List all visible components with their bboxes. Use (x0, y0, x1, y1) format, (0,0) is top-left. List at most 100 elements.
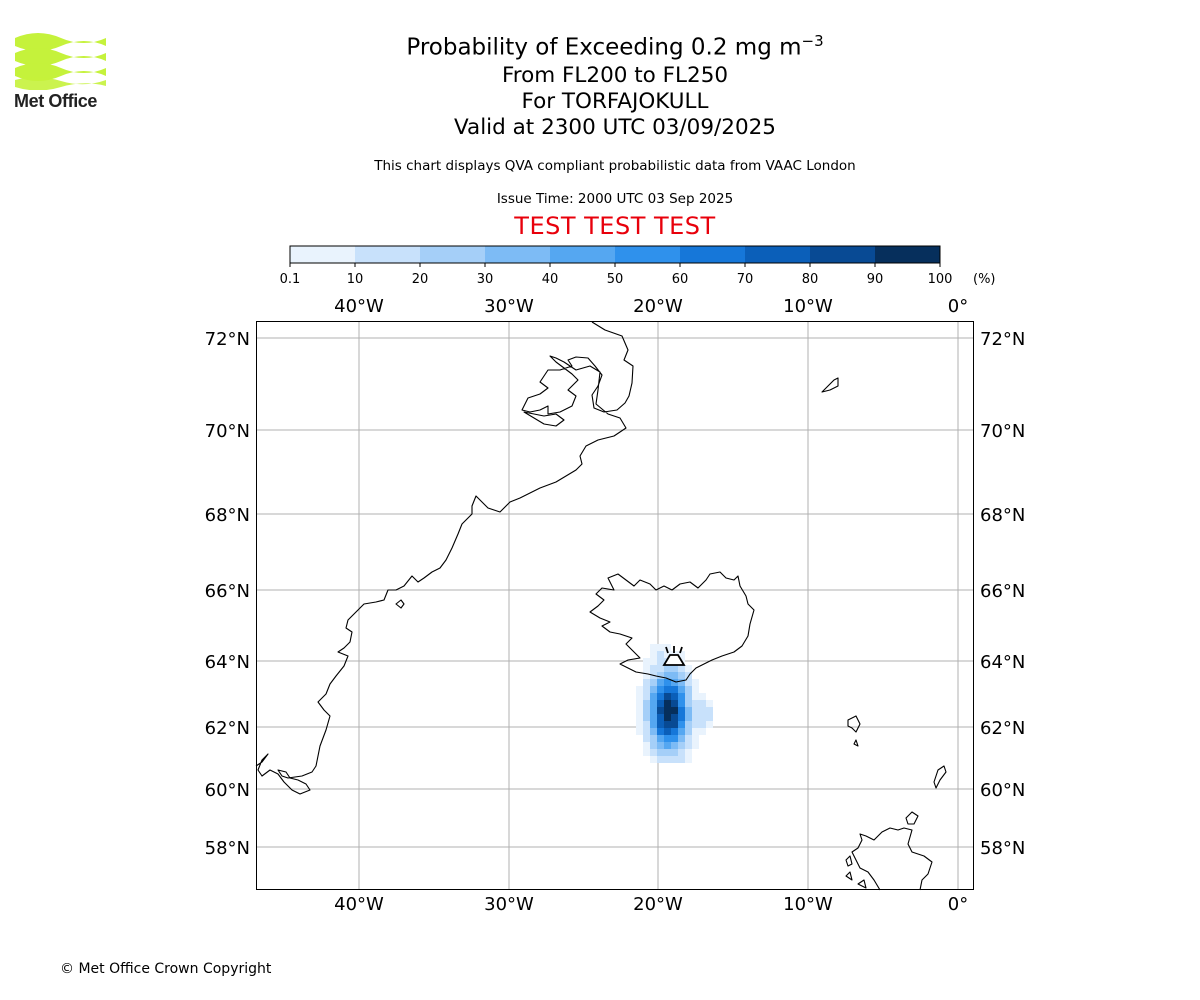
colorbar-segment (875, 246, 940, 263)
ash-probability-cell (671, 742, 678, 749)
ash-probability-cell (685, 756, 692, 763)
colorbar-tick-label: 70 (737, 272, 754, 287)
ash-probability-cell (636, 693, 643, 700)
ash-probability-cell (671, 728, 678, 735)
ash-probability-cell (664, 679, 671, 686)
ash-probability-cell (671, 707, 678, 714)
ash-probability-cell (650, 679, 657, 686)
ash-probability-cell (671, 693, 678, 700)
ash-probability-cell (650, 728, 657, 735)
logo-text: Met Office (14, 91, 98, 111)
ash-probability-cell (692, 728, 699, 735)
met-office-logo: Met Office (14, 30, 109, 112)
ash-probability-cell (671, 756, 678, 763)
colorbar-segment (745, 246, 810, 263)
lat-label-right: 64°N (980, 652, 1025, 673)
ash-probability-cell (678, 700, 685, 707)
met-office-wave-icon (15, 33, 106, 91)
ash-probability-cell (699, 714, 706, 721)
ash-probability-cell (678, 707, 685, 714)
ash-probability-cell (678, 749, 685, 756)
ash-probability-cell (650, 714, 657, 721)
lat-label-right: 70°N (980, 421, 1025, 442)
greenland-coast-islands (395, 411, 565, 609)
probability-colorbar: 0.1 10 20 30 40 50 60 70 80 90 100 (280, 245, 952, 287)
ash-probability-cell (678, 665, 685, 672)
ash-probability-cell (671, 721, 678, 728)
ash-probability-cell (685, 679, 692, 686)
colorbar-tick-label: 10 (347, 272, 364, 287)
ash-probability-cell (657, 700, 664, 707)
ash-probability-cell (664, 742, 671, 749)
lat-label-right: 60°N (980, 780, 1025, 801)
ash-probability-cell (685, 714, 692, 721)
colorbar-tick-label: 40 (542, 272, 559, 287)
ash-probability-cell (664, 735, 671, 742)
ash-probability-cell (678, 693, 685, 700)
ash-probability-cell (685, 742, 692, 749)
ash-probability-cell (643, 742, 650, 749)
ash-probability-cell (692, 735, 699, 742)
lon-label-top: 40°W (334, 296, 384, 317)
ash-probability-cell (685, 693, 692, 700)
lat-label-left: 68°N (205, 505, 250, 526)
ash-probability-cell (678, 735, 685, 742)
ash-probability-cell (664, 686, 671, 693)
ash-probability-cell (657, 735, 664, 742)
ash-probability-cell (636, 700, 643, 707)
ash-probability-cell (643, 714, 650, 721)
lat-label-right: 66°N (980, 581, 1025, 602)
ash-probability-cell (664, 693, 671, 700)
lon-label-top: 0° (948, 296, 968, 317)
faroe-coast (847, 715, 861, 747)
colorbar-tick-label: 80 (802, 272, 819, 287)
lat-label-left: 64°N (205, 652, 250, 673)
test-banner: TEST TEST TEST (514, 212, 716, 240)
ash-probability-cell (692, 742, 699, 749)
ash-probability-cell (699, 707, 706, 714)
ash-probability-cell (692, 707, 699, 714)
lat-label-right: 68°N (980, 505, 1025, 526)
ash-probability-cell (643, 707, 650, 714)
colorbar-segment (550, 246, 615, 263)
ash-probability-cell (650, 749, 657, 756)
ash-probability-cell (643, 686, 650, 693)
ash-probability-cell (685, 686, 692, 693)
ash-probability-cell (650, 651, 657, 658)
ash-probability-cell (657, 728, 664, 735)
ash-probability-cell (657, 749, 664, 756)
flight-level-range: From FL200 to FL250 (501, 62, 729, 88)
lat-label-right: 58°N (980, 838, 1025, 859)
ash-probability-cell (678, 728, 685, 735)
ash-probability-cell (650, 693, 657, 700)
ash-probability-cell (643, 728, 650, 735)
ash-probability-cell (706, 700, 713, 707)
ash-probability-cell (671, 672, 678, 679)
ash-probability-cell (692, 714, 699, 721)
ash-probability-cell (678, 651, 685, 658)
ash-probability-cell (636, 721, 643, 728)
issue-time: Issue Time: 2000 UTC 03 Sep 2025 (496, 191, 734, 207)
colorbar-segment (810, 246, 875, 263)
ash-probability-cell (643, 735, 650, 742)
lon-label-bottom: 10°W (783, 894, 833, 915)
ash-probability-cell (657, 651, 664, 658)
ash-probability-cell (650, 665, 657, 672)
lat-label-left: 66°N (205, 581, 250, 602)
lon-label-top: 10°W (783, 296, 833, 317)
ash-probability-cell (706, 714, 713, 721)
ash-probability-cell (657, 693, 664, 700)
ash-probability-cell (657, 686, 664, 693)
ash-probability-cell (657, 644, 664, 651)
colorbar-tick-label: 60 (672, 272, 689, 287)
colorbar-tick-label: 90 (867, 272, 884, 287)
ash-probability-cell (636, 707, 643, 714)
ash-probability-cell (699, 721, 706, 728)
ash-probability-cell (678, 679, 685, 686)
ash-probability-cell (699, 693, 706, 700)
ash-probability-cell (664, 644, 671, 651)
lat-label-left: 72°N (205, 329, 250, 350)
ash-probability-cell (678, 714, 685, 721)
ash-probability-cell (643, 658, 650, 665)
